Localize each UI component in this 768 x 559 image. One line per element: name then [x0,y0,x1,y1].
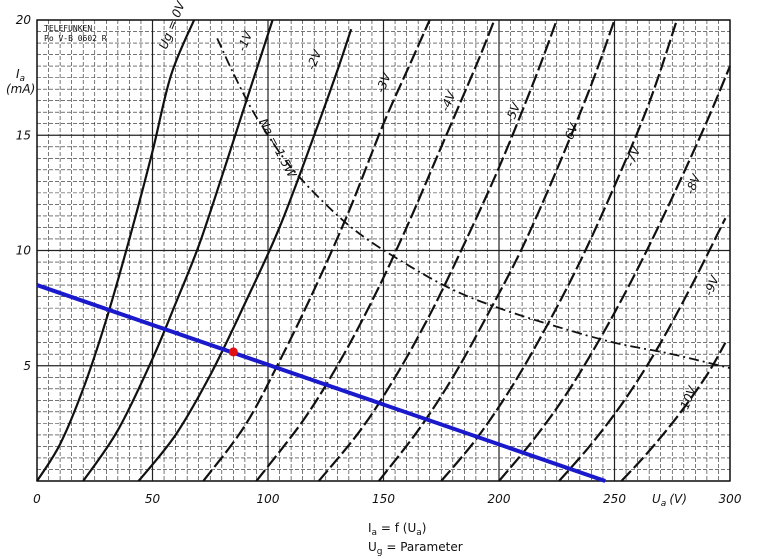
x-tick-label: 300 [719,492,742,506]
y-tick-label: 5 [23,359,31,373]
characteristic-curve [82,19,274,482]
x-tick-label: 150 [372,492,395,506]
x-tick-label: 100 [257,492,280,506]
y-axis-label-main: Ia [16,67,25,84]
x-tick-label: 0 [33,492,41,506]
curve-label: -2V [304,47,325,72]
characteristic-curve [498,65,732,482]
curve-label: -6V [560,121,581,146]
plot-frame [36,19,731,482]
characteristic-curve [36,19,196,482]
caption-line-2: Ug = Parameter [368,540,463,557]
load-line [36,283,606,483]
operating-point [228,347,238,357]
characteristic-curve [137,28,353,482]
x-axis-label: Ua (V) [652,492,687,509]
overlay-layer [36,283,606,483]
chart-grid [36,19,731,482]
y-tick-label: 15 [16,128,31,142]
brand-label: TELEFUNKEN [44,24,92,33]
curve-label: -10V [676,384,700,416]
y-tick-label: 20 [16,13,32,27]
x-tick-label: 200 [488,492,511,506]
characteristic-curve [255,19,496,482]
characteristic-curve [317,19,558,482]
x-tick-label: 50 [145,492,161,506]
y-tick-label: 10 [16,244,32,258]
characteristic-curve [202,19,431,482]
curve-label: -9V [701,273,722,298]
characteristic-curve [440,19,678,482]
curve-label: -1V [235,29,256,54]
characteristic-curves [36,19,732,482]
power-dissipation-curve [216,38,731,369]
curve-label: -3V [373,70,394,95]
power-curve-label: Na = 1.5W [256,116,299,181]
characteristic-curve [378,19,616,482]
caption-line-1: Ia = f (Ua) [368,521,426,538]
characteristic-curve [558,217,727,482]
x-tick-label: 250 [603,492,626,506]
reference-label: Po V-B 0602 R [44,34,107,43]
curve-label: -5V [503,100,524,125]
y-axis-label-unit: (mA) [6,82,35,96]
